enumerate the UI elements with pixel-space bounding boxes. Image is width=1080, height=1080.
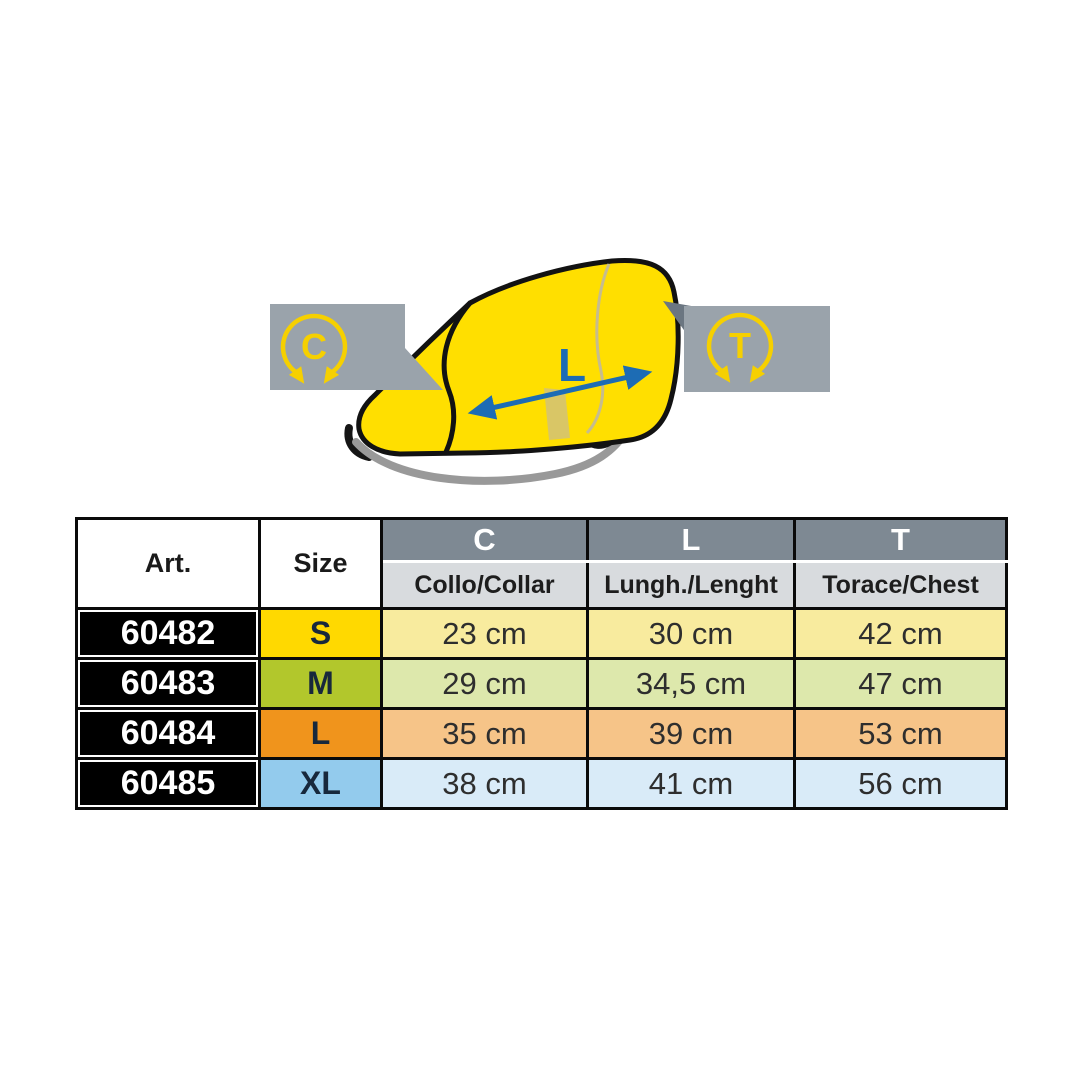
art-cell: 60485 (75, 757, 261, 810)
column-header-collar-letter: C (380, 517, 589, 563)
collar-value-cell: 23 cm (380, 607, 589, 660)
collar-callout-box (270, 304, 443, 390)
vest-illustration: L C T (270, 257, 830, 485)
length-value-cell: 41 cm (586, 757, 796, 810)
chest-value-cell: 56 cm (793, 757, 1008, 810)
column-header-chest-letter: T (793, 517, 1008, 563)
size-cell: L (258, 707, 383, 760)
size-table: Art. Size C L T Collo/Collar Lungh./Leng… (75, 517, 1008, 810)
column-subheader-collar: Collo/Collar (380, 560, 589, 610)
art-cell: 60483 (75, 657, 261, 710)
collar-value-cell: 29 cm (380, 657, 589, 710)
collar-callout: C (270, 304, 443, 390)
column-subheader-chest: Torace/Chest (793, 560, 1008, 610)
collar-value-cell: 38 cm (380, 757, 589, 810)
column-header-length-letter: L (586, 517, 796, 563)
arrowhead-left (714, 365, 731, 383)
collar-value-cell: 35 cm (380, 707, 589, 760)
size-cell: S (258, 607, 383, 660)
arrowhead-right (323, 366, 340, 384)
length-value-cell: 39 cm (586, 707, 796, 760)
chest-measure-icon: T (706, 312, 774, 383)
column-header-size: Size (258, 517, 383, 610)
belly-strap-gray (352, 426, 631, 485)
vest-fold-line (441, 300, 473, 455)
column-header-art: Art. (75, 517, 261, 610)
chest-callout: T (663, 301, 830, 392)
table-row: 60482 S 23 cm 30 cm 42 cm (75, 607, 1008, 660)
length-value-cell: 34,5 cm (586, 657, 796, 710)
chest-value-cell: 42 cm (793, 607, 1008, 660)
size-cell: XL (258, 757, 383, 810)
length-arrow (467, 365, 653, 420)
size-table-body: 60482 S 23 cm 30 cm 42 cm 60483 M 29 cm 34,5 cm 4… (75, 607, 1008, 810)
column-subheader-length: Lungh./Lenght (586, 560, 796, 610)
length-label: L (558, 339, 586, 391)
collar-letter: C (301, 326, 327, 367)
circular-arrow-icon (280, 313, 348, 376)
chest-value-cell: 53 cm (793, 707, 1008, 760)
collar-measure-icon: C (280, 313, 348, 384)
size-cell: M (258, 657, 383, 710)
circular-arrow-icon (706, 312, 774, 375)
chest-value-cell: 47 cm (793, 657, 1008, 710)
art-cell: 60484 (75, 707, 261, 760)
arrowhead-left (288, 366, 305, 384)
length-value-cell: 30 cm (586, 607, 796, 660)
chest-letter: T (729, 325, 751, 366)
art-cell: 60482 (75, 607, 261, 660)
table-row: 60484 L 35 cm 39 cm 53 cm (75, 707, 1008, 760)
table-row: 60483 M 29 cm 34,5 cm 47 cm (75, 657, 1008, 710)
table-row: 60485 XL 38 cm 41 cm 56 cm (75, 757, 1008, 810)
arrowhead-right (749, 365, 766, 383)
